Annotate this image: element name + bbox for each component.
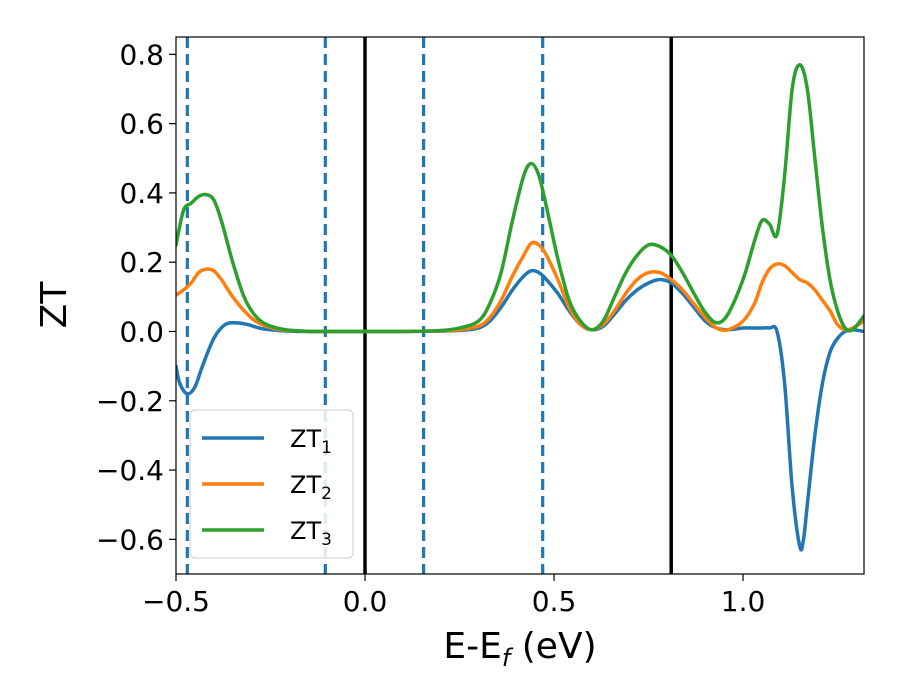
series-lines: [176, 62, 864, 552]
x-tick-label: −0.5: [142, 585, 210, 618]
y-tick-label: 0.8: [119, 38, 164, 71]
y-axis-title: ZT: [34, 281, 75, 329]
y-tick-label: 0.6: [119, 108, 164, 141]
plot-frame: [175, 36, 865, 575]
y-tick-label: 0.4: [119, 177, 164, 210]
y-tick-label: −0.2: [96, 385, 164, 418]
x-axis-title-suffix: (eV): [510, 626, 596, 667]
x-axis-title-base: E-E: [443, 626, 501, 667]
legend-label-zt3: ZT3: [290, 517, 332, 550]
series-line-zt3: [176, 62, 864, 334]
legend-label-zt2: ZT2: [290, 471, 332, 504]
x-tick-label: 1.0: [721, 585, 766, 618]
y-tick-label: 0.2: [119, 246, 164, 279]
x-axis-ticks: −0.5 0.0 0.5 1.0: [142, 574, 765, 618]
y-tick-label: −0.4: [96, 454, 164, 487]
x-axis-title: E-Ef (eV): [443, 626, 596, 672]
y-tick-label: 0.0: [119, 315, 164, 348]
series-line-zt2: [176, 240, 864, 334]
y-tick-label: −0.6: [96, 523, 164, 556]
legend-label-zt1: ZT1: [290, 425, 332, 458]
y-axis-ticks: −0.6 −0.4 −0.2 0.0 0.2 0.4 0.6 0.8: [96, 38, 176, 556]
legend-box: [189, 409, 354, 559]
legend: ZT1 ZT2 ZT3: [189, 409, 354, 559]
x-tick-label: 0.5: [532, 585, 577, 618]
x-tick-label: 0.0: [343, 585, 388, 618]
